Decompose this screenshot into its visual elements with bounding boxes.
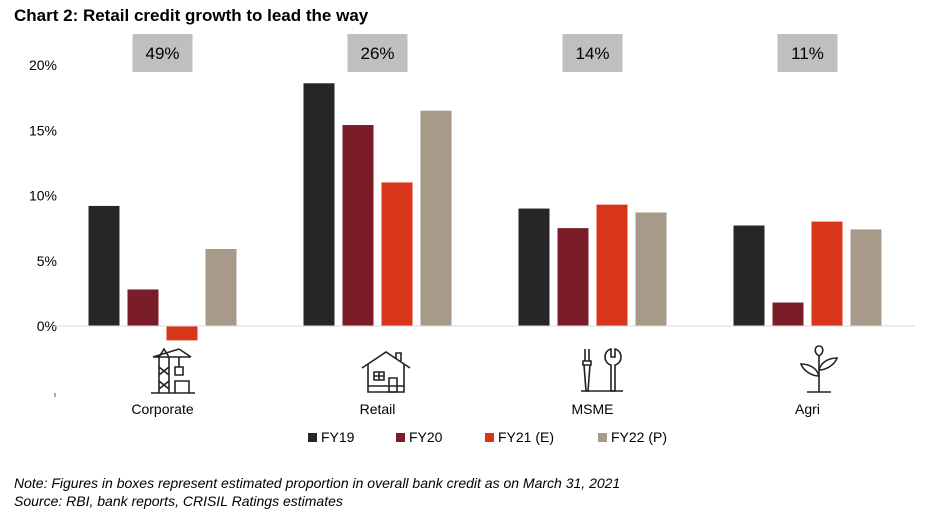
bar [557, 228, 589, 326]
plant-icon [799, 345, 839, 393]
bar [205, 249, 237, 326]
bar [518, 208, 550, 326]
bar [733, 225, 765, 326]
category-labels: Corporate Retail MSME Agri [131, 401, 820, 417]
y-tick-label: 0% [37, 318, 57, 334]
bar [166, 326, 198, 341]
bar [420, 110, 452, 326]
y-tick-label: 5% [37, 253, 57, 269]
category-label: Corporate [131, 401, 193, 417]
legend-swatch [396, 433, 405, 442]
bars [88, 83, 882, 341]
legend-swatch [598, 433, 607, 442]
legend: FY19 FY20 FY21 (E) FY22 (P) [308, 429, 667, 445]
category-label: Agri [795, 401, 820, 417]
bar [772, 302, 804, 326]
y-axis: 0% 5% 10% 15% 20% [29, 57, 57, 397]
share-box [347, 34, 408, 72]
share-label: 14% [575, 44, 609, 63]
bar [850, 229, 882, 326]
bar [342, 125, 374, 326]
source-text: Source: RBI, bank reports, CRISIL Rating… [14, 493, 343, 509]
chart-title: Chart 2: Retail credit growth to lead th… [14, 6, 369, 25]
bar [811, 221, 843, 326]
category-icons [151, 345, 839, 394]
legend-label: FY22 (P) [611, 429, 667, 445]
bar [381, 182, 413, 326]
bar [127, 289, 159, 326]
construction-crane-icon [151, 347, 195, 394]
tools-icon [581, 347, 623, 392]
legend-swatch [485, 433, 494, 442]
share-label: 11% [791, 44, 824, 63]
notes: Note: Figures in boxes represent estimat… [14, 474, 620, 510]
share-label: 49% [145, 44, 179, 63]
bar [303, 83, 335, 327]
share-box [777, 34, 838, 72]
share-label: 26% [360, 44, 394, 63]
y-tick-label: 15% [29, 122, 57, 138]
bar [635, 212, 667, 326]
share-boxes: 49% 26% 14% 11% [132, 34, 838, 72]
note-text: Note: Figures in boxes represent estimat… [14, 475, 621, 491]
y-tick-label: 20% [29, 57, 57, 73]
house-icon [361, 351, 411, 393]
bar [88, 205, 120, 326]
share-box [132, 34, 193, 72]
category-label: Retail [360, 401, 396, 417]
category-label: MSME [572, 401, 614, 417]
legend-label: FY20 [409, 429, 443, 445]
bar [596, 204, 628, 326]
legend-label: FY21 (E) [498, 429, 554, 445]
legend-swatch [308, 433, 317, 442]
share-box [562, 34, 623, 72]
legend-label: FY19 [321, 429, 355, 445]
y-tick-label: 10% [29, 188, 57, 204]
